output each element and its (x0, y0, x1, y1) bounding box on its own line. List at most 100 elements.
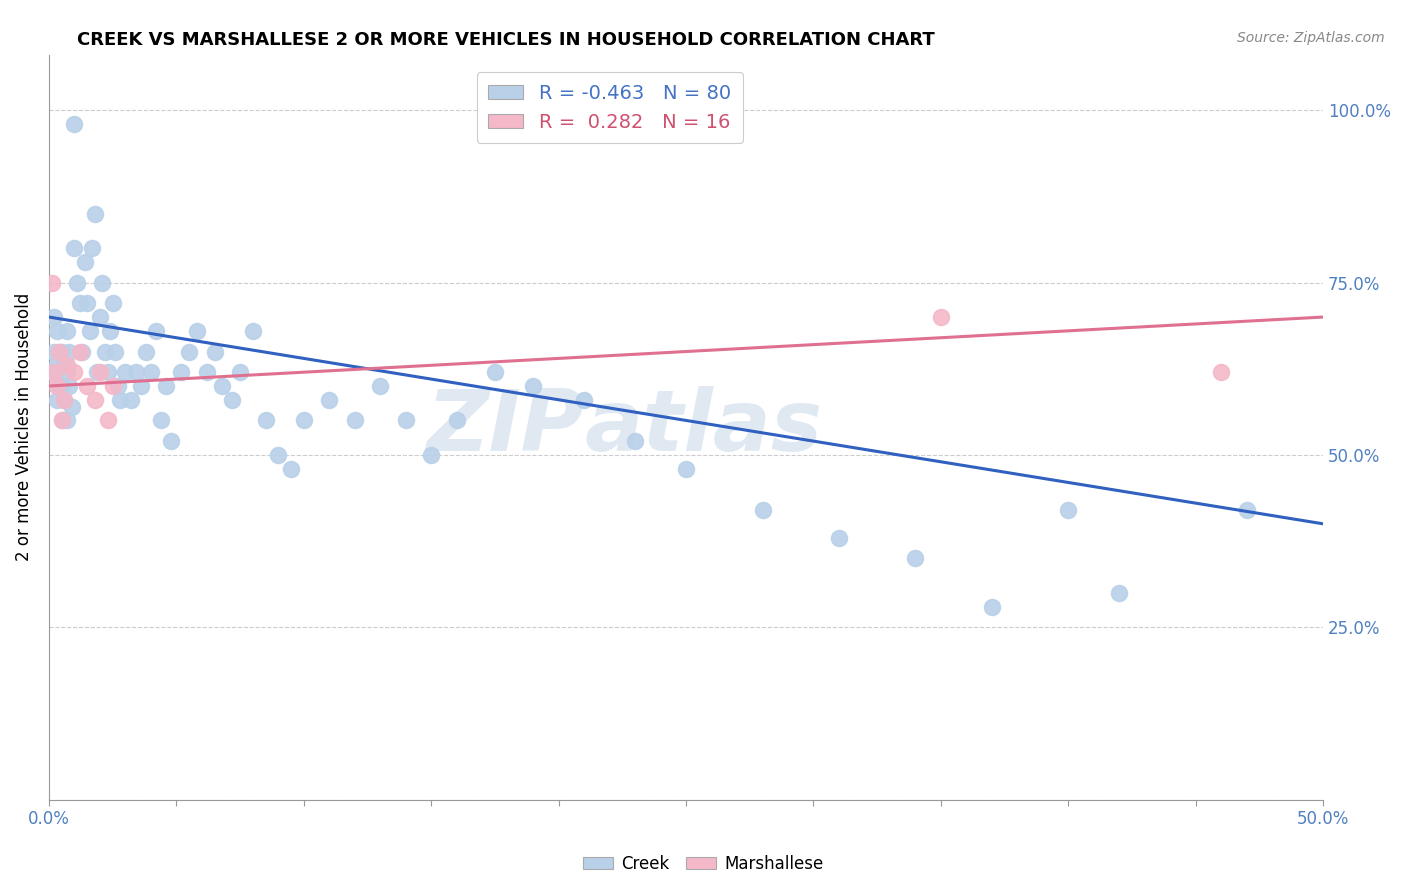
Point (69, 344, 91, 359)
Point (110, 392, 132, 407)
Point (221, 392, 243, 407)
Point (179, 344, 201, 359)
Point (42, 344, 65, 359)
Point (56, 365, 79, 379)
Point (160, 434, 183, 449)
Point (104, 344, 127, 359)
Point (51, 344, 73, 359)
Point (89, 365, 111, 379)
Point (124, 365, 146, 379)
Point (41, 365, 63, 379)
Point (292, 413, 315, 427)
Point (204, 344, 226, 359)
Point (446, 413, 468, 427)
Point (53, 359, 76, 373)
Point (51, 379, 73, 393)
Point (45, 392, 67, 407)
Point (97, 413, 120, 427)
Point (101, 296, 124, 310)
Point (51, 413, 73, 427)
Point (79, 324, 101, 338)
Point (56, 359, 79, 373)
Point (572, 392, 595, 407)
Legend: Creek, Marshallese: Creek, Marshallese (576, 848, 830, 880)
Point (66, 276, 89, 290)
Point (904, 551, 927, 566)
Point (58, 344, 80, 359)
Point (484, 365, 506, 379)
Point (1108, 586, 1130, 600)
Point (48, 344, 70, 359)
Point (395, 413, 418, 427)
Point (63, 117, 86, 131)
Point (624, 434, 647, 449)
Point (195, 365, 218, 379)
Point (368, 379, 391, 393)
Point (211, 379, 233, 393)
Point (980, 599, 1002, 614)
Point (254, 413, 277, 427)
Point (150, 413, 173, 427)
Point (70, 344, 93, 359)
Point (97, 365, 120, 379)
Point (318, 392, 340, 407)
Point (1057, 503, 1080, 517)
Point (929, 310, 952, 324)
Point (751, 503, 773, 517)
Point (675, 461, 697, 475)
Point (229, 365, 252, 379)
Point (48, 344, 70, 359)
Point (53, 392, 76, 407)
Point (83, 392, 105, 407)
Point (139, 365, 162, 379)
Point (91, 276, 114, 290)
Point (73, 255, 96, 269)
Point (69, 296, 91, 310)
Point (56, 324, 79, 338)
Point (135, 344, 157, 359)
Point (420, 448, 443, 462)
Text: Source: ZipAtlas.com: Source: ZipAtlas.com (1237, 31, 1385, 45)
Point (45, 379, 67, 393)
Point (60, 400, 83, 414)
Point (343, 413, 366, 427)
Legend: R = -0.463   N = 80, R =  0.282   N = 16: R = -0.463 N = 80, R = 0.282 N = 16 (477, 72, 742, 144)
Point (83, 207, 105, 221)
Point (94, 344, 117, 359)
Point (101, 379, 124, 393)
Point (280, 461, 302, 475)
Point (82, 241, 104, 255)
Point (186, 324, 208, 338)
Point (76, 296, 98, 310)
Point (522, 379, 544, 393)
Text: atlas: atlas (583, 386, 823, 469)
Point (53, 392, 76, 407)
Point (41, 276, 63, 290)
Point (1211, 365, 1233, 379)
Point (58, 379, 80, 393)
Text: CREEK VS MARSHALLESE 2 OR MORE VEHICLES IN HOUSEHOLD CORRELATION CHART: CREEK VS MARSHALLESE 2 OR MORE VEHICLES … (77, 31, 935, 49)
Point (114, 365, 136, 379)
Text: ZIP: ZIP (426, 386, 583, 469)
Point (86, 365, 108, 379)
Point (155, 379, 177, 393)
Point (267, 448, 290, 462)
Y-axis label: 2 or more Vehicles in Household: 2 or more Vehicles in Household (15, 293, 32, 561)
Point (63, 241, 86, 255)
Point (45, 324, 67, 338)
Point (51, 413, 73, 427)
Point (1236, 503, 1258, 517)
Point (89, 310, 111, 324)
Point (828, 531, 851, 545)
Point (56, 413, 79, 427)
Point (63, 365, 86, 379)
Point (98, 324, 121, 338)
Point (170, 365, 193, 379)
Point (76, 379, 98, 393)
Point (42, 310, 65, 324)
Point (107, 379, 129, 393)
Point (242, 324, 264, 338)
Point (120, 392, 142, 407)
Point (48, 379, 70, 393)
Point (129, 379, 152, 393)
